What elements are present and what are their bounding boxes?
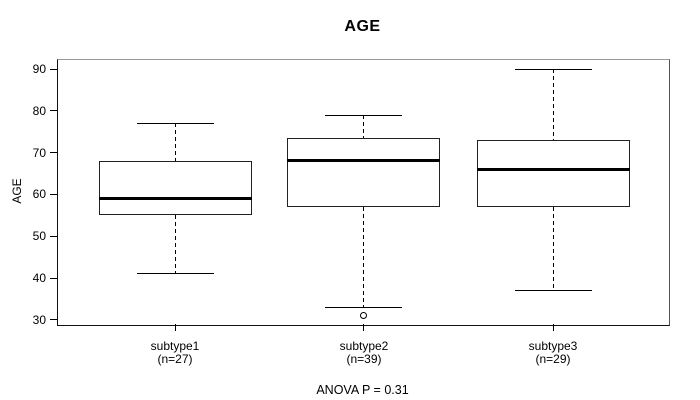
whisker-cap-upper-subtype1	[137, 122, 215, 124]
whisker-cap-lower-subtype2	[325, 306, 403, 308]
group-label: subtype2	[339, 339, 389, 353]
y-tick-label-70: 70	[32, 145, 46, 160]
whisker-lower-subtype2	[363, 206, 365, 308]
x-tick-label-subtype2: subtype2 (n=39)	[299, 340, 429, 365]
y-tick-90	[50, 68, 57, 70]
median-subtype3	[476, 167, 630, 171]
y-tick-60	[50, 193, 57, 195]
x-tick-subtype3	[552, 324, 554, 331]
y-tick-70	[50, 152, 57, 154]
group-n-label: (n=29)	[535, 351, 571, 366]
median-subtype1	[99, 197, 253, 201]
whisker-cap-upper-subtype3	[514, 68, 592, 70]
y-tick-label-90: 90	[32, 62, 46, 77]
box-subtype2	[287, 137, 441, 207]
group-n-label: (n=27)	[157, 351, 193, 366]
y-tick-80	[50, 110, 57, 112]
x-tick-subtype2	[363, 324, 365, 331]
x-tick-label-subtype1: subtype1 (n=27)	[110, 340, 240, 365]
y-tick-50	[50, 235, 57, 237]
x-tick-label-subtype3: subtype3 (n=29)	[488, 340, 618, 365]
whisker-lower-subtype3	[552, 206, 554, 291]
y-tick-label-60: 60	[32, 187, 46, 202]
y-tick-40	[50, 277, 57, 279]
y-tick-label-40: 40	[32, 271, 46, 286]
box-subtype1	[99, 160, 253, 216]
whisker-lower-subtype1	[175, 215, 177, 274]
box-subtype3	[476, 140, 630, 207]
group-label: subtype1	[150, 339, 200, 353]
anova-annotation: ANOVA P = 0.31	[316, 383, 409, 397]
outlier-subtype2-0	[360, 312, 368, 320]
chart-title: AGE	[344, 18, 381, 35]
x-tick-subtype1	[175, 324, 177, 331]
y-tick-label-50: 50	[32, 229, 46, 244]
whisker-upper-subtype2	[363, 115, 365, 138]
whisker-upper-subtype3	[552, 69, 554, 141]
y-tick-label-30: 30	[32, 312, 46, 327]
whisker-cap-upper-subtype2	[325, 114, 403, 116]
whisker-cap-lower-subtype3	[514, 290, 592, 292]
group-n-label: (n=39)	[346, 351, 382, 366]
y-tick-label-80: 80	[32, 103, 46, 118]
median-subtype2	[287, 159, 441, 163]
y-tick-30	[50, 319, 57, 321]
whisker-upper-subtype1	[175, 123, 177, 161]
group-label: subtype3	[528, 339, 578, 353]
whisker-cap-lower-subtype1	[137, 273, 215, 275]
